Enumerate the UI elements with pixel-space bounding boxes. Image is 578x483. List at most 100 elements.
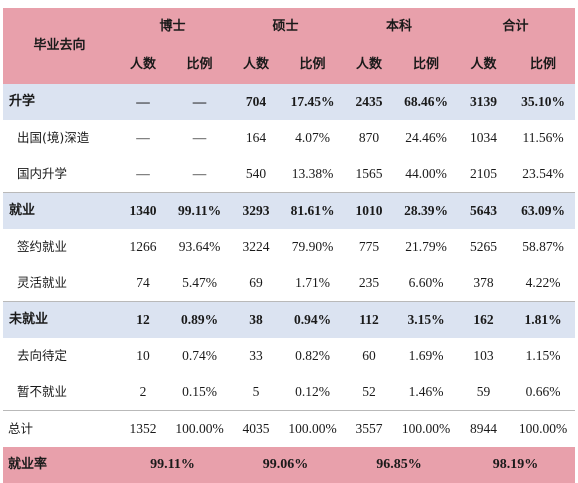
ratio-cell: 100.00% [511,410,576,447]
count-cell: — [136,130,150,145]
total-row: 总计 1352 100.00% 4035 100.00% 3557 100.00% 8944 1… [3,410,576,447]
count-cell: — [116,156,170,193]
count-cell: 2435 [355,94,383,109]
ratio-cell: 28.39% [404,203,448,218]
row-label: 就业 [9,203,36,218]
count-cell: 704 [245,94,267,109]
header-ratio: 比例 [413,57,440,72]
employment-rate-value: 98.19% [492,457,539,472]
ratio-cell: 93.64% [178,239,221,254]
table-body: 毕业去向 博士 硕士 本科 合计 人数 比例 人数 比例 人数 比例 人数 比例… [3,8,576,483]
count-cell: 60 [362,348,376,363]
ratio-cell: — [192,94,207,109]
row-label: 灵活就业 [3,265,116,302]
count-cell: 12 [136,312,150,327]
subcategory-row: 出国(境)深造 — — 164 4.07% 870 24.46% 1034 11.56% [3,120,575,156]
header-group-master: 硕士 [272,19,299,34]
employment-rate-label: 就业率 [8,457,48,472]
row-label: 暂不就业 [3,374,116,411]
ratio-cell: 99.11% [177,203,222,218]
count-cell: 870 [358,130,380,145]
header-group-total: 合计 [502,19,529,34]
count-cell: — [136,94,150,109]
count-cell: 3293 [242,203,270,218]
count-cell: 3224 [242,239,270,254]
row-label: 去向待定 [17,348,68,363]
count-cell: 3139 [470,94,498,109]
row-label: 签约就业 [17,239,68,254]
ratio-cell: 79.90% [291,239,334,254]
header-ratio: 比例 [299,57,326,72]
count-cell: 540 [229,156,284,193]
header-destination: 毕业去向 [33,38,86,53]
ratio-cell: 81.61% [290,203,335,218]
header-group-phd: 博士 [159,19,186,34]
count-cell: 3557 [342,410,397,447]
category-row: 升学 — — 704 17.45% 2435 68.46% 3139 35.10% [3,84,576,120]
subcategory-row: 国内升学 — —540 13.38% 1565 44.00% 2105 23.54% [3,156,576,193]
ratio-cell: 23.54% [511,156,576,193]
ratio-cell: 1.69% [408,348,444,363]
ratio-cell: 1.46% [396,374,457,411]
ratio-cell: 4.22% [511,265,576,302]
header-count: 人数 [356,57,383,72]
count-cell: 5265 [470,239,498,254]
employment-rate-row: 就业率 99.11% 99.06% 96.85% 98.19% [3,447,576,483]
count-cell: 2 [116,374,170,411]
employment-rate-value: 99.11% [150,457,195,472]
row-label: 出国(境)深造 [17,130,90,145]
ratio-cell: 0.74% [182,348,217,363]
ratio-cell: 68.46% [404,94,448,109]
count-cell: 38 [249,312,263,327]
subcategory-row: 去向待定 10 0.74% 33 0.82% 60 1.69% 103 1.15% [3,338,575,374]
ratio-cell: 63.09% [521,203,565,218]
ratio-cell: 5.47% [170,265,230,302]
ratio-cell: 0.15% [170,374,230,411]
ratio-cell: 0.89% [180,312,219,327]
ratio-cell: 35.10% [521,94,565,109]
graduate-destination-table: 毕业去向 博士 硕士 本科 合计 人数 比例 人数 比例 人数 比例 人数 比例… [3,8,576,483]
ratio-cell: — [170,156,230,193]
employment-rate-value: 99.06% [262,457,309,472]
ratio-cell: 1.71% [283,265,343,302]
row-label: 总计 [3,410,116,447]
count-cell: 52 [342,374,397,411]
count-cell: 5 [229,374,284,411]
category-row: 未就业 12 0.89% 38 0.94% 112 3.15% 162 1.81% [3,301,576,338]
ratio-cell: 44.00% [396,156,457,193]
header-count: 人数 [470,57,497,72]
row-label: 未就业 [9,312,49,327]
subcategory-row: 签约就业 1266 93.64% 3224 79.90% 775 21.79% 5265 58.… [3,229,575,265]
graduate-destination-table-wrapper: 毕业去向 博士 硕士 本科 合计 人数 比例 人数 比例 人数 比例 人数 比例… [3,8,576,483]
header-row-groups: 毕业去向 博士 硕士 本科 合计 [3,8,576,53]
ratio-cell: 17.45% [290,94,335,109]
header-count: 人数 [129,57,156,72]
row-label: 国内升学 [3,156,116,193]
count-cell: 1034 [470,130,498,145]
header-group-bachelor: 本科 [386,19,413,34]
count-cell: 4035 [229,410,284,447]
ratio-cell: 0.94% [293,312,332,327]
count-cell: 74 [116,265,170,302]
ratio-cell: 6.60% [396,265,457,302]
header-ratio: 比例 [186,57,213,72]
header-ratio: 比例 [530,57,557,72]
count-cell: 112 [359,312,379,327]
ratio-cell: 100.00% [396,410,457,447]
count-cell: 1266 [129,239,157,254]
ratio-cell: 1.15% [525,348,561,363]
count-cell: 10 [136,348,150,363]
ratio-cell: 11.56% [522,130,564,145]
ratio-cell: 4.07% [295,130,330,145]
count-cell: 103 [473,348,494,363]
count-cell: 69 [229,265,284,302]
ratio-cell: — [192,130,207,145]
count-cell: 8944 [456,410,512,447]
count-cell: 33 [249,348,263,363]
ratio-cell: 100.00% [283,410,343,447]
count-cell: 775 [358,239,380,254]
ratio-cell: 3.15% [407,312,445,327]
count-cell: 5643 [470,203,498,218]
category-row: 就业 1340 99.11% 3293 81.61% 1010 28.39% 5643 63.0… [3,192,576,229]
count-cell: 1352 [116,410,170,447]
